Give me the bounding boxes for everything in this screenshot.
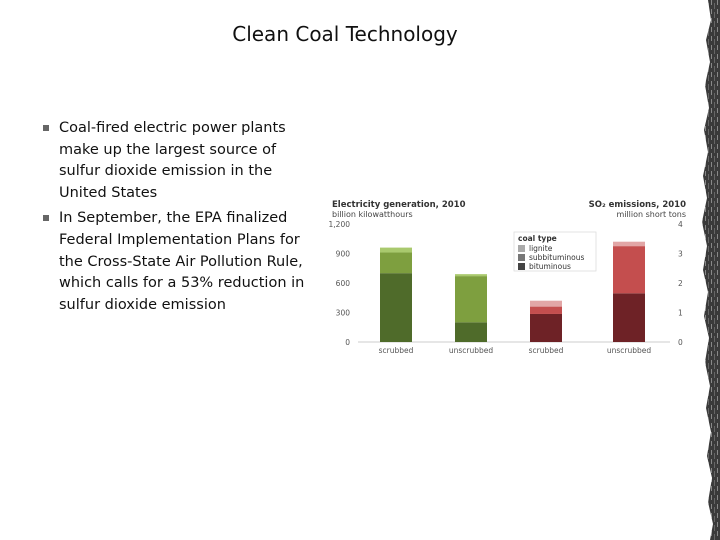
legend-label-subbituminous: subbituminous (529, 253, 584, 262)
emissions-y-tick-label: 2 (678, 279, 683, 288)
emissions-bar-scrubbed-lignite (530, 300, 562, 307)
emissions-bar-scrubbed-subbituminous (530, 306, 562, 314)
emissions-bar-unscrubbed-lignite (613, 241, 645, 247)
coal-chart: 0 300 600 900 1,200 scrubbed unscrubbed 0 1 2 3 4 sc… (328, 196, 690, 358)
generation-bar-unscrubbed-bituminous (455, 322, 487, 342)
square-bullet-icon (43, 125, 49, 131)
right-panel-title: SO₂ emissions, 2010 (589, 200, 686, 210)
bullet-text: Coal-fired electric power plants make up… (59, 120, 286, 201)
emissions-y-tick-label: 4 (678, 220, 683, 229)
legend-label-lignite: lignite (529, 244, 553, 253)
legend-title: coal type (518, 234, 557, 243)
right-panel-unit: million short tons (616, 210, 686, 219)
left-panel-unit: billion kilowatthours (332, 210, 413, 219)
generation-y-tick-label: 300 (336, 309, 351, 318)
generation-y-tick-label: 1,200 (329, 220, 351, 229)
generation-bar-unscrubbed-subbituminous (455, 276, 487, 323)
legend-swatch-lignite (518, 245, 525, 252)
generation-bar-scrubbed-lignite (380, 247, 412, 253)
bullet-list: Coal-fired electric power plants make up… (42, 118, 312, 320)
legend-box (513, 231, 597, 272)
emissions-x-tick-label: unscrubbed (607, 346, 652, 355)
generation-x-tick-label: unscrubbed (449, 346, 494, 355)
legend-label-bituminous: bituminous (529, 262, 571, 271)
bullet-item: Coal-fired electric power plants make up… (42, 118, 312, 204)
chart-svg: 0 300 600 900 1,200 scrubbed unscrubbed 0 1 2 3 4 sc… (329, 200, 687, 355)
generation-bar-scrubbed-bituminous (380, 273, 412, 342)
emissions-bar-unscrubbed-subbituminous (613, 246, 645, 294)
emissions-y-tick-label: 3 (678, 250, 683, 259)
emissions-bar-unscrubbed-bituminous (613, 293, 645, 342)
generation-y-tick-label: 900 (336, 250, 351, 259)
emissions-y-tick-label: 1 (678, 309, 683, 318)
generation-bar-unscrubbed-lignite (455, 274, 487, 277)
chart-legend: coal type lignite subbituminous bitumino… (513, 231, 597, 272)
generation-x-tick-label: scrubbed (379, 346, 414, 355)
generation-y-tick-label: 0 (345, 338, 350, 347)
bullet-item: In September, the EPA finalized Federal … (42, 208, 312, 316)
generation-bar-scrubbed-subbituminous (380, 252, 412, 274)
square-bullet-icon (43, 215, 49, 222)
left-panel-title: Electricity generation, 2010 (332, 200, 466, 210)
generation-y-tick-label: 600 (336, 279, 351, 288)
emissions-y-tick-label: 0 (678, 338, 683, 347)
emissions-x-tick-label: scrubbed (529, 346, 564, 355)
slide-title: Clean Coal Technology (232, 22, 458, 46)
legend-swatch-bituminous (518, 263, 525, 270)
legend-swatch-subbituminous (518, 254, 525, 261)
bullet-text: In September, the EPA finalized Federal … (59, 210, 305, 313)
torn-edge-decoration (702, 0, 720, 540)
emissions-bar-scrubbed-bituminous (530, 313, 562, 342)
